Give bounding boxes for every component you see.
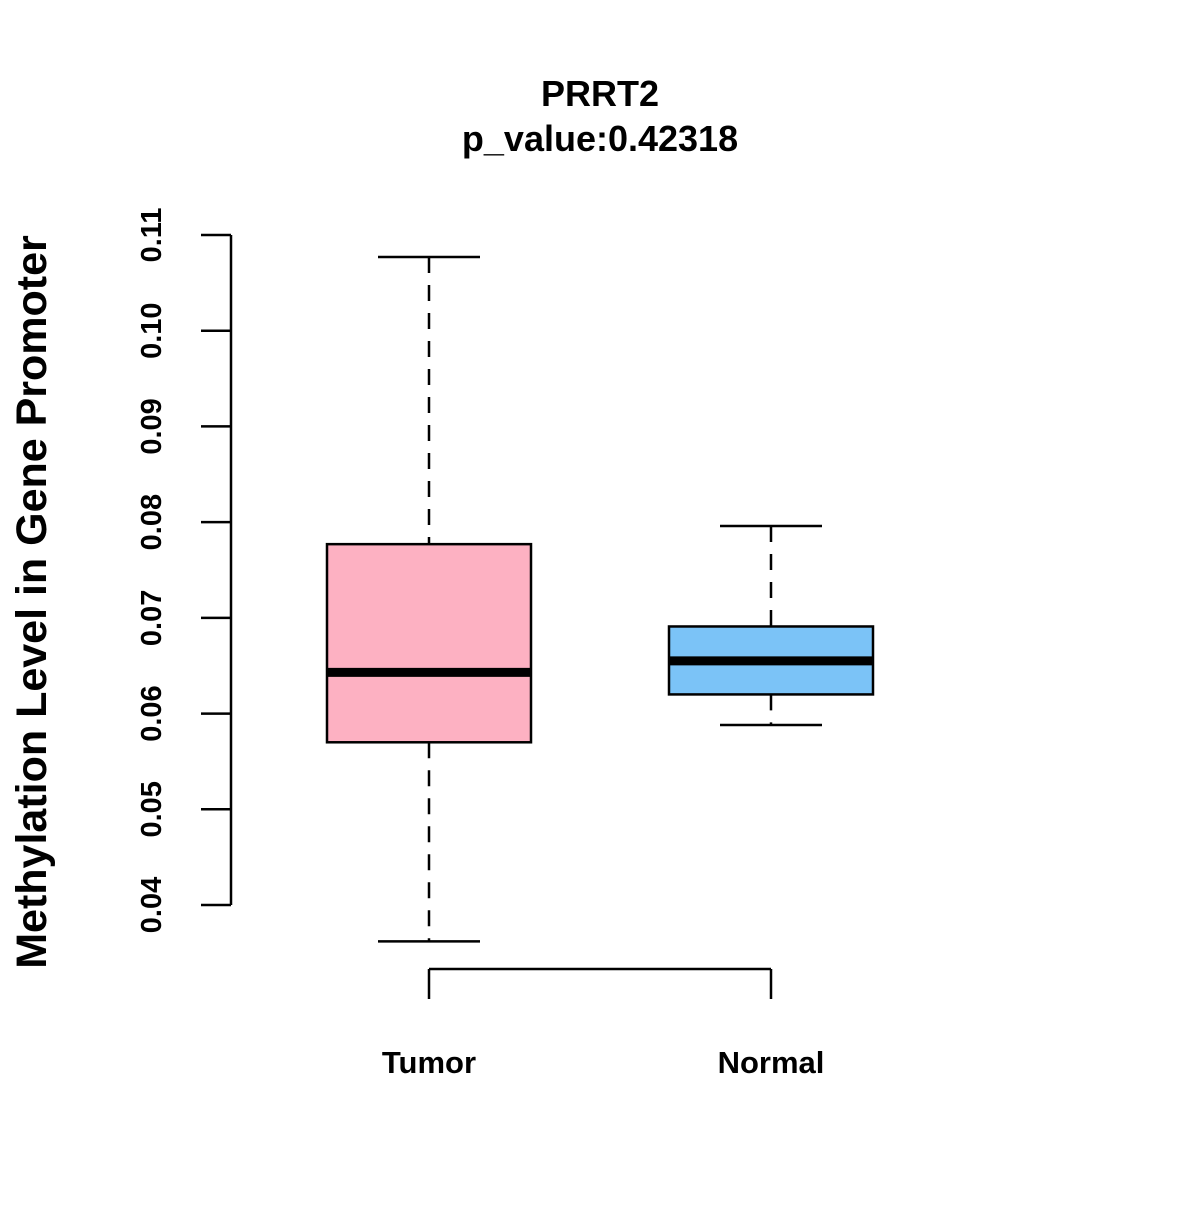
y-tick-label: 0.09 xyxy=(136,398,168,454)
box-tumor xyxy=(325,255,533,943)
y-tick-label: 0.08 xyxy=(136,494,168,550)
y-tick-label: 0.10 xyxy=(136,302,168,358)
y-axis-label: Methylation Level in Gene Promoter xyxy=(8,235,56,969)
y-tick-label: 0.07 xyxy=(136,590,168,646)
chart-title: PRRT2 xyxy=(541,73,659,114)
box-normal xyxy=(667,524,875,727)
y-tick-label: 0.11 xyxy=(136,208,168,263)
y-tick-label: 0.04 xyxy=(136,877,168,933)
x-tick-label-normal: Normal xyxy=(718,1045,825,1080)
chart-subtitle: p_value:0.42318 xyxy=(462,118,738,159)
y-tick-label: 0.05 xyxy=(136,781,168,837)
x-axis: Tumor Normal xyxy=(382,967,825,1080)
x-tick-label-tumor: Tumor xyxy=(382,1045,476,1080)
box-group xyxy=(325,255,875,943)
y-tick-label: 0.06 xyxy=(136,685,168,741)
box-body xyxy=(325,542,533,744)
y-axis: 0.04 0.05 0.06 0.07 0.08 0.09 0.10 0.11 xyxy=(136,208,233,933)
